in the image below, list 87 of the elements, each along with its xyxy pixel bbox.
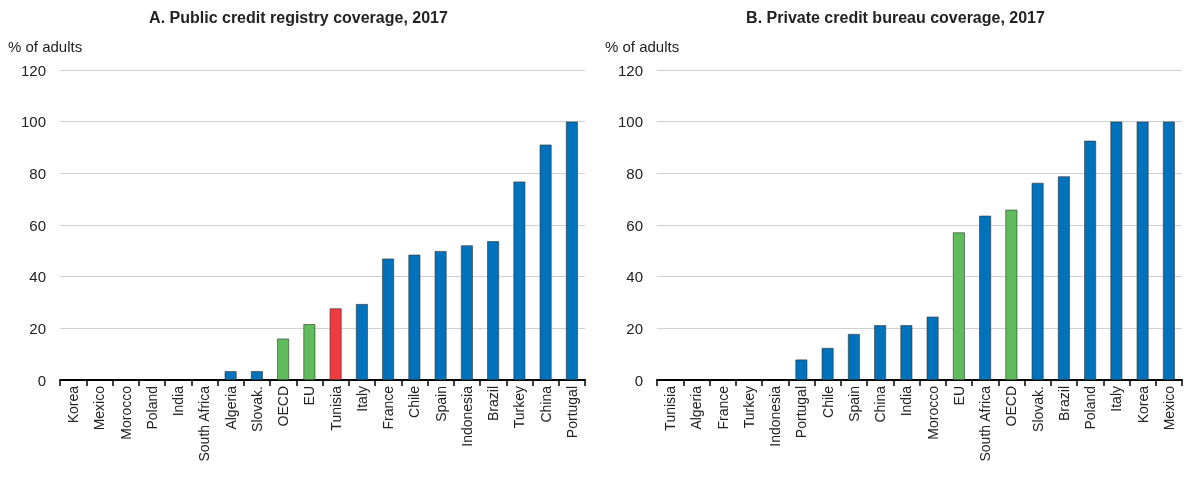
x-tick-label: Poland xyxy=(1082,386,1099,430)
x-tick-label: Mexico xyxy=(91,385,108,431)
x-tick-label: Portugal xyxy=(793,386,810,439)
bar xyxy=(1110,121,1123,380)
y-tick-label: 0 xyxy=(37,371,46,389)
x-tick-label: France xyxy=(714,385,731,430)
x-tick-label: Korea xyxy=(65,385,82,424)
x-tick-label: Algeria xyxy=(222,385,239,430)
bar xyxy=(1136,121,1149,380)
x-tick-label: Spain xyxy=(432,386,449,422)
bar xyxy=(224,371,237,380)
x-tick-label: Brazil xyxy=(485,386,502,422)
y-axis-title: % of adults xyxy=(8,38,83,55)
y-tick-label: 40 xyxy=(29,268,46,286)
bar xyxy=(277,338,290,380)
x-tick-label: EU xyxy=(301,386,318,406)
bar xyxy=(1084,140,1097,380)
y-tick-label: 60 xyxy=(29,216,46,234)
bar xyxy=(329,308,342,380)
bar xyxy=(1005,209,1018,380)
x-tick-label: Indonesia xyxy=(767,385,784,447)
bar xyxy=(355,304,368,380)
x-tick-label: South Africa xyxy=(977,385,994,462)
bar xyxy=(513,181,526,380)
bar xyxy=(874,325,887,380)
bar xyxy=(1162,121,1175,380)
y-tick-label: 100 xyxy=(20,113,46,131)
chart-title: A. Public credit registry coverage, 2017 xyxy=(149,8,448,26)
bar xyxy=(952,232,965,380)
x-tick-label: Slovak. xyxy=(248,386,265,432)
x-tick-label: Italy xyxy=(1108,386,1125,412)
bar xyxy=(382,258,395,380)
x-tick-label: Indonesia xyxy=(458,385,475,447)
bar xyxy=(795,359,808,380)
x-tick-label: Italy xyxy=(353,386,370,412)
x-tick-label: Morocco xyxy=(117,385,134,440)
bar xyxy=(539,144,552,380)
y-tick-label: 80 xyxy=(29,164,46,182)
x-tick-label: China xyxy=(872,385,889,423)
x-tick-label: India xyxy=(170,385,187,417)
x-tick-label: Spain xyxy=(845,386,862,422)
x-tick-label: South Africa xyxy=(196,385,213,462)
y-tick-label: 20 xyxy=(29,319,46,337)
x-tick-label: Algeria xyxy=(688,385,705,430)
bar xyxy=(1031,182,1044,380)
y-tick-label: 0 xyxy=(634,371,643,389)
bar xyxy=(847,334,860,380)
x-tick-label: Mexico xyxy=(1160,385,1177,431)
x-tick-label: China xyxy=(537,385,554,423)
bar xyxy=(979,215,992,380)
bar xyxy=(408,254,421,380)
bar xyxy=(565,121,578,380)
y-tick-label: 120 xyxy=(617,61,643,79)
bar xyxy=(434,251,447,380)
y-tick-label: 20 xyxy=(626,319,643,337)
x-tick-label: Tunisia xyxy=(662,385,679,431)
chart-title: B. Private credit bureau coverage, 2017 xyxy=(746,8,1046,26)
x-tick-label: OECD xyxy=(1003,386,1020,427)
bar xyxy=(926,316,939,380)
bar xyxy=(303,324,316,380)
x-tick-label: Poland xyxy=(143,386,160,430)
y-tick-label: 100 xyxy=(617,113,643,131)
bar xyxy=(821,347,834,380)
y-tick-label: 40 xyxy=(626,268,643,286)
bar xyxy=(900,325,913,380)
x-tick-label: EU xyxy=(950,386,967,406)
x-tick-label: Chile xyxy=(406,385,423,418)
y-tick-label: 60 xyxy=(626,216,643,234)
x-tick-label: Tunisia xyxy=(327,385,344,431)
x-tick-label: India xyxy=(898,385,915,417)
bar xyxy=(250,371,263,380)
x-tick-label: Turkey xyxy=(511,386,528,429)
x-tick-label: Morocco xyxy=(924,385,941,440)
x-tick-label: Portugal xyxy=(563,386,580,439)
bar xyxy=(1057,176,1070,380)
x-tick-label: Korea xyxy=(1134,385,1151,424)
y-axis-title: % of adults xyxy=(605,38,680,55)
x-tick-label: OECD xyxy=(275,386,292,427)
y-tick-label: 120 xyxy=(20,61,46,79)
x-tick-label: Turkey xyxy=(740,386,757,429)
x-tick-label: France xyxy=(380,385,397,430)
x-tick-label: Brazil xyxy=(1055,386,1072,422)
bar xyxy=(487,241,500,380)
y-tick-label: 80 xyxy=(626,164,643,182)
bar xyxy=(460,245,473,380)
x-tick-label: Slovak. xyxy=(1029,386,1046,432)
x-tick-label: Chile xyxy=(819,385,836,418)
